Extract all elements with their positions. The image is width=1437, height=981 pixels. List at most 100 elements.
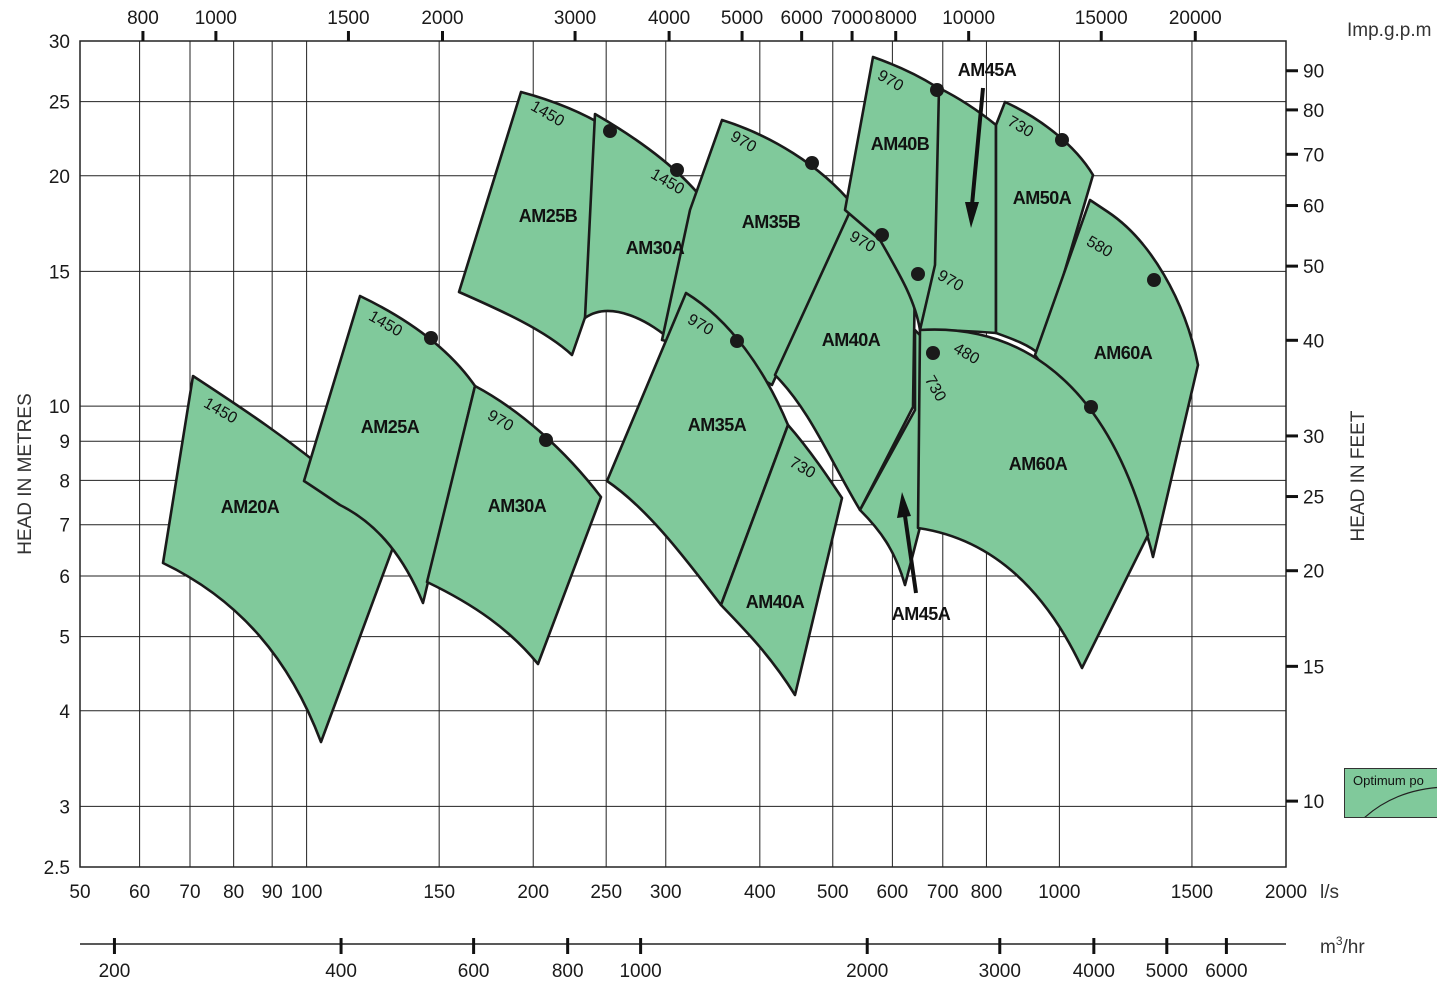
y-tick-label-ft: 15 — [1303, 657, 1324, 678]
x-tick-label-ls: 300 — [650, 882, 682, 903]
optimum-point-marker — [1084, 400, 1098, 414]
y-tick-label-m: 15 — [49, 262, 70, 283]
y-tick-label-m: 6 — [59, 567, 70, 588]
y-tick-label-m: 3 — [59, 797, 70, 818]
x-tick-label-m3hr: 6000 — [1205, 961, 1247, 981]
x-tick-label-ls: 500 — [817, 882, 849, 903]
zone-name-label: AM60A — [1094, 343, 1153, 363]
zone-name-label: AM40B — [871, 134, 930, 154]
am45a-bottom-label: AM45A — [892, 604, 951, 624]
legend-curve-icon — [1364, 786, 1437, 817]
y-tick-label-ft: 30 — [1303, 427, 1324, 448]
pump-zones — [161, 55, 1200, 744]
y-tick-label-ft: 70 — [1303, 145, 1324, 166]
x-tick-label-m3hr: 5000 — [1146, 961, 1188, 981]
pump-zone-am30a-970 — [425, 384, 603, 666]
optimum-point-marker — [1055, 133, 1069, 147]
optimum-point-marker — [1147, 273, 1161, 287]
y-tick-label-ft: 25 — [1303, 488, 1324, 509]
optimum-point-marker — [930, 83, 944, 97]
y-tick-label-ft: 10 — [1303, 792, 1324, 813]
y-tick-label-m: 20 — [49, 167, 70, 188]
x-tick-label-ls: 70 — [179, 882, 200, 903]
x-tick-label-gpm: 3000 — [554, 8, 596, 29]
optimum-point-marker — [730, 334, 744, 348]
x-axis-gpm-unit: Imp.g.p.m — [1347, 20, 1431, 41]
plot-frame — [79, 40, 1287, 868]
x-tick-label-gpm: 7000 — [831, 8, 873, 29]
x-tick-label-ls: 400 — [744, 882, 776, 903]
x-tick-label-ls: 90 — [262, 882, 283, 903]
x-tick-label-ls: 250 — [590, 882, 622, 903]
x-tick-label-ls: 150 — [423, 882, 455, 903]
x-tick-label-m3hr: 3000 — [979, 961, 1021, 981]
x-tick-label-ls: 50 — [69, 882, 90, 903]
zone-name-label: AM25A — [361, 417, 420, 437]
x-tick-label-ls: 600 — [877, 882, 909, 903]
x-tick-label-ls: 1000 — [1038, 882, 1080, 903]
x-tick-label-m3hr: 400 — [325, 961, 357, 981]
y-axis-left-label: HEAD IN METRES — [15, 393, 36, 555]
x-tick-label-gpm: 8000 — [875, 8, 917, 29]
x-tick-label-ls: 60 — [129, 882, 150, 903]
x-tick-label-ls: 100 — [291, 882, 323, 903]
optimum-point-marker — [875, 228, 889, 242]
y-tick-label-m: 8 — [59, 471, 70, 492]
y-tick-label-m: 4 — [59, 702, 70, 723]
pump-zone-am50a-730 — [994, 100, 1095, 357]
x-tick-label-m3hr: 2000 — [846, 961, 888, 981]
x-tick-label-m3hr: 600 — [458, 961, 490, 981]
x-tick-label-gpm: 20000 — [1169, 8, 1222, 29]
y-tick-label-ft: 40 — [1303, 331, 1324, 352]
x-tick-label-ls: 80 — [223, 882, 244, 903]
x-tick-label-ls: 2000 — [1265, 882, 1307, 903]
zone-name-label: AM40A — [746, 592, 805, 612]
zone-name-label: AM35B — [742, 212, 801, 232]
axis-ticks: 50 60 70 80 90 100 150 200 250 300 400 500 600 700 800… — [44, 8, 1325, 981]
y-tick-label-m: 7 — [59, 516, 70, 537]
pump-zone-am60a-480 — [916, 328, 1150, 670]
x-tick-label-gpm: 1000 — [195, 8, 237, 29]
pump-zone-am25a-1450 — [302, 294, 477, 605]
y-tick-label-m: 30 — [49, 32, 70, 53]
y-tick-label-m: 2.5 — [44, 858, 70, 879]
optimum-point-legend: Optimum po — [1344, 768, 1437, 818]
optimum-point-marker — [603, 124, 617, 138]
y-tick-label-ft: 60 — [1303, 197, 1324, 218]
x-tick-label-gpm: 10000 — [942, 8, 995, 29]
optimum-points — [424, 83, 1161, 447]
optimum-point-marker — [539, 433, 553, 447]
y-axis-right-label: HEAD IN FEET — [1348, 410, 1369, 541]
y-tick-label-m: 10 — [49, 397, 70, 418]
x-tick-label-m3hr: 4000 — [1073, 961, 1115, 981]
zone-name-label: AM20A — [221, 497, 280, 517]
am45a-arrow-top: AM45A — [958, 60, 1017, 228]
y-tick-label-m: 9 — [59, 432, 70, 453]
y-tick-label-ft: 80 — [1303, 101, 1324, 122]
optimum-point-marker — [670, 163, 684, 177]
zone-name-label: AM35A — [688, 415, 747, 435]
x-tick-label-m3hr: 1000 — [619, 961, 661, 981]
x-tick-label-m3hr: 800 — [552, 961, 584, 981]
zone-name-label: AM30A — [488, 496, 547, 516]
am45a-arrow-bottom: AM45A — [892, 492, 951, 624]
x-tick-label-gpm: 2000 — [421, 8, 463, 29]
x-tick-label-gpm: 6000 — [781, 8, 823, 29]
x-tick-label-ls: 800 — [971, 882, 1003, 903]
y-tick-label-ft: 90 — [1303, 62, 1324, 83]
y-tick-label-ft: 20 — [1303, 562, 1324, 583]
x-tick-label-gpm: 5000 — [721, 8, 763, 29]
x-tick-label-ls: 700 — [927, 882, 959, 903]
optimum-point-marker — [805, 156, 819, 170]
x-tick-label-ls: 1500 — [1171, 882, 1213, 903]
x-axis-m3hr-unit: m3/hr — [1320, 934, 1365, 958]
pump-zone-am40a-730 — [719, 423, 844, 697]
x-tick-label-ls: 200 — [517, 882, 549, 903]
x-tick-label-gpm: 15000 — [1075, 8, 1128, 29]
zone-name-label: AM60A — [1009, 454, 1068, 474]
x-axis-ls-unit: l/s — [1320, 882, 1339, 903]
zone-name-label: AM50A — [1013, 188, 1072, 208]
zone-name-label: AM30A — [626, 238, 685, 258]
zone-name-label: AM40A — [822, 330, 881, 350]
